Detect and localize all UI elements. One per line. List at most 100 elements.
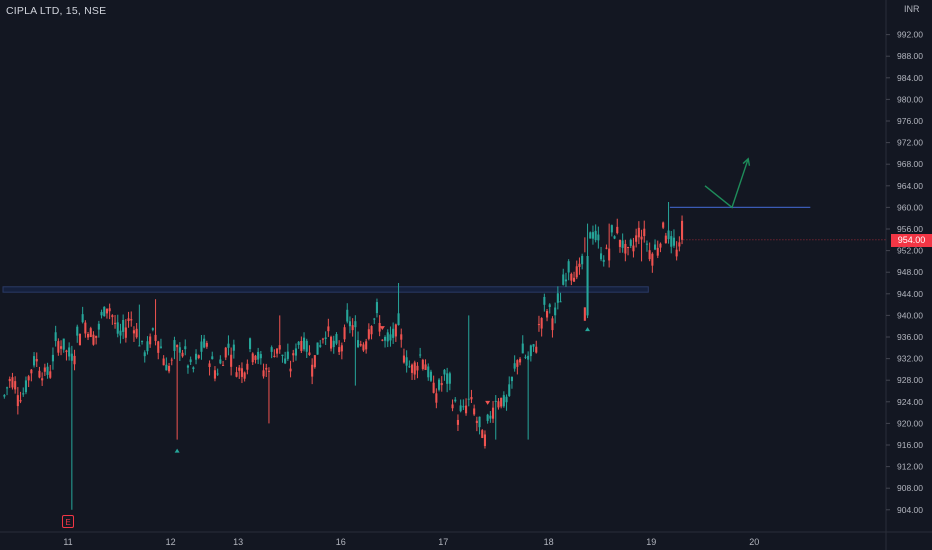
earnings-icon[interactable]: E: [62, 515, 74, 528]
candle-body: [14, 381, 17, 390]
candle-body: [84, 322, 87, 334]
x-tick-label: 11: [63, 537, 72, 547]
candle-body: [354, 321, 357, 328]
candle-body: [656, 247, 659, 256]
candle-body: [535, 346, 538, 353]
candle-body: [319, 345, 322, 347]
candle-body: [508, 384, 511, 396]
candle-body: [60, 346, 63, 349]
candle-body: [173, 340, 176, 351]
candle-body: [259, 354, 262, 359]
y-tick-label: 992.00: [897, 30, 923, 40]
candle-body: [540, 318, 543, 329]
candle-body: [197, 355, 200, 359]
y-tick-label: 924.00: [897, 397, 923, 407]
candle-body: [532, 344, 535, 347]
y-tick-label: 944.00: [897, 289, 923, 299]
candle-body: [159, 346, 162, 348]
candle-body: [33, 356, 36, 366]
candle-body: [681, 220, 684, 240]
candle-body: [165, 364, 168, 371]
candle-body: [238, 367, 241, 371]
candle-body: [181, 352, 184, 357]
candle-body: [583, 307, 586, 321]
candle-body: [359, 344, 362, 346]
candle-body: [373, 318, 376, 320]
candle-body: [521, 343, 524, 354]
candle-body: [324, 337, 327, 340]
candle-body: [297, 341, 300, 345]
candle-body: [459, 405, 462, 412]
y-tick-label: 916.00: [897, 440, 923, 450]
candle-body: [497, 401, 500, 408]
y-tick-label: 976.00: [897, 116, 923, 126]
y-tick-label: 936.00: [897, 332, 923, 342]
candle-body: [645, 243, 648, 245]
candle-body: [89, 328, 92, 338]
candle-body: [394, 324, 397, 337]
candle-body: [429, 371, 432, 381]
candle-body: [22, 393, 25, 395]
candle-body: [421, 359, 424, 369]
candle-body: [613, 236, 616, 239]
candle-body: [189, 359, 192, 363]
candle-body: [138, 345, 141, 347]
candle-body: [672, 237, 675, 246]
candle-body: [575, 266, 578, 278]
candle-body: [73, 355, 76, 365]
candle-body: [543, 296, 546, 305]
candle-body: [362, 344, 365, 351]
currency-label: INR: [904, 4, 920, 14]
y-tick-label: 960.00: [897, 202, 923, 212]
candle-body: [529, 345, 532, 357]
x-tick-label: 13: [233, 537, 243, 547]
x-tick-label: 20: [749, 537, 759, 547]
candle-body: [597, 234, 600, 241]
candle-body: [505, 396, 508, 403]
candle-body: [562, 274, 565, 285]
candle-body: [57, 341, 60, 353]
resistance-zone: [2, 286, 649, 293]
candle-body: [667, 230, 670, 240]
symbol-title[interactable]: CIPLA LTD, 15, NSE: [6, 5, 107, 17]
candle-body: [440, 383, 443, 386]
candle-body: [54, 332, 57, 342]
x-tick-label: 12: [166, 537, 176, 547]
candle-body: [559, 301, 562, 303]
y-tick-label: 912.00: [897, 462, 923, 472]
candle-body: [492, 407, 495, 419]
candle-body: [135, 328, 138, 338]
y-tick-label: 928.00: [897, 375, 923, 385]
candle-body: [200, 341, 203, 352]
candle-body: [624, 243, 627, 254]
candle-body: [637, 227, 640, 238]
candle-body: [111, 315, 114, 318]
candle-body: [130, 319, 133, 321]
candle-body: [357, 340, 360, 348]
candle-body: [548, 304, 551, 308]
candle-body: [92, 334, 95, 345]
candle-body: [49, 371, 52, 378]
candle-body: [346, 309, 349, 322]
candle-body: [227, 343, 230, 348]
candle-body: [635, 235, 638, 242]
candle-body: [219, 359, 222, 364]
candle-body: [556, 293, 559, 303]
candle-body: [249, 338, 252, 350]
x-tick-label: 18: [544, 537, 554, 547]
candle-body: [438, 379, 441, 390]
y-tick-label: 920.00: [897, 418, 923, 428]
y-tick-label: 980.00: [897, 94, 923, 104]
candle-body: [500, 397, 503, 407]
candle-body: [627, 246, 630, 248]
candle-body: [87, 333, 90, 338]
candle-body: [76, 326, 79, 336]
candle-body: [265, 367, 268, 370]
candle-body: [573, 277, 576, 282]
signal-up-marker: [585, 327, 591, 332]
candle-body: [454, 399, 457, 402]
candle-body: [384, 336, 387, 341]
candle-body: [30, 369, 33, 374]
candle-body: [343, 327, 346, 340]
